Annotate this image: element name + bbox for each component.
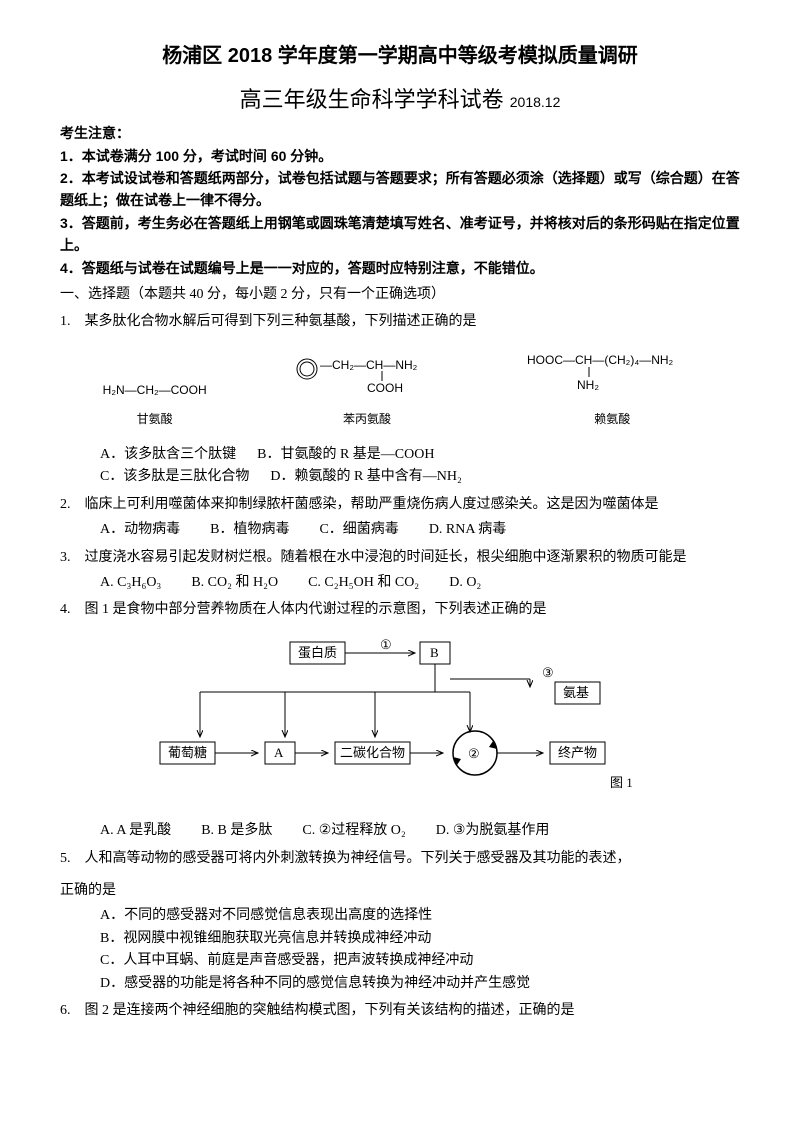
q3-opt-b: B. CO₂ 和 H₂O: [191, 572, 278, 594]
notice-item-1: 1．本试卷满分 100 分，考试时间 60 分钟。: [60, 145, 740, 167]
q2-options: A．动物病毒 B．植物病毒 C．细菌病毒 D. RNA 病毒: [60, 519, 740, 541]
svg-text:二碳化合物: 二碳化合物: [340, 745, 405, 760]
benzene-ring-icon: —CH₂—CH—NH₂ COOH: [292, 349, 442, 394]
notice-item-4: 4．答题纸与试卷在试题编号上是一一对应的，答题时应特别注意，不能错位。: [60, 257, 740, 279]
svg-text:—CH₂—CH—NH₂: —CH₂—CH—NH₂: [320, 358, 418, 372]
svg-text:①: ①: [380, 637, 392, 652]
q3-opt-d: D. O₂: [449, 572, 481, 594]
q1-opt-c: C．该多肽是三肽化合物: [100, 469, 249, 484]
subtitle-text: 高三年级生命科学学科试卷: [240, 87, 504, 112]
question-5: 5. 人和高等动物的感受器可将内外刺激转换为神经信号。下列关于感受器及其功能的表…: [60, 848, 740, 870]
question-4: 4. 图 1 是食物中部分营养物质在人体内代谢过程的示意图，下列表述正确的是: [60, 599, 740, 621]
q5-opt-c: C．人耳中耳蜗、前庭是声音感受器，把声波转换成神经冲动: [100, 950, 740, 972]
notice-heading: 考生注意：: [60, 122, 740, 144]
q3-opt-a: A. C₃H₆O₃: [100, 572, 161, 594]
svg-text:②: ②: [468, 746, 480, 761]
q4-opt-a: A. A 是乳酸: [100, 820, 171, 842]
q4-options: A. A 是乳酸 B. B 是多肽 C. ②过程释放 O₂ D. ③为脱氨基作用: [60, 820, 740, 842]
chem-lysine: HOOC—CH—(CH₂)₄—NH₂ NH₂ 赖氨酸: [527, 349, 697, 429]
svg-text:蛋白质: 蛋白质: [298, 645, 337, 660]
q4-opt-b: B. B 是多肽: [201, 820, 272, 842]
title-main: 杨浦区 2018 学年度第一学期高中等级考模拟质量调研: [60, 40, 740, 72]
q5-options: A．不同的感受器对不同感觉信息表现出高度的选择性 B．视网膜中视锥细胞获取光亮信…: [60, 905, 740, 995]
glycine-name: 甘氨酸: [103, 410, 207, 429]
q1-options: A．该多肽含三个肽键 B．甘氨酸的 R 基是—COOH C．该多肽是三肽化合物 …: [60, 444, 740, 489]
svg-text:③: ③: [542, 665, 554, 680]
q2-opt-c: C．细菌病毒: [319, 519, 398, 541]
question-5-cont: 正确的是: [60, 880, 740, 902]
q5-opt-d: D．感受器的功能是将各种不同的感觉信息转换为神经冲动并产生感觉: [100, 973, 740, 995]
glycine-formula: H₂N—CH₂—COOH: [103, 381, 207, 400]
svg-text:HOOC—CH—(CH₂)₄—NH₂: HOOC—CH—(CH₂)₄—NH₂: [527, 353, 674, 367]
q2-opt-a: A．动物病毒: [100, 519, 180, 541]
lysine-name: 赖氨酸: [527, 410, 697, 429]
title-sub: 高三年级生命科学学科试卷 2018.12: [60, 82, 740, 117]
chem-phenylalanine: —CH₂—CH—NH₂ COOH 苯丙氨酸: [292, 349, 442, 429]
chem-glycine: H₂N—CH₂—COOH 甘氨酸: [103, 381, 207, 429]
q1-opt-d: D．赖氨酸的 R 基中含有—NH₂: [270, 469, 462, 484]
exam-date: 2018.12: [510, 94, 561, 110]
q3-opt-c: C. C₂H₅OH 和 CO₂: [308, 572, 419, 594]
phenylalanine-formula: —CH₂—CH—NH₂ COOH: [292, 349, 442, 400]
q2-opt-d: D. RNA 病毒: [429, 519, 506, 541]
question-1: 1. 某多肽化合物水解后可得到下列三种氨基酸，下列描述正确的是: [60, 311, 740, 333]
svg-text:氨基: 氨基: [563, 685, 589, 700]
q3-options: A. C₃H₆O₃ B. CO₂ 和 H₂O C. C₂H₅OH 和 CO₂ D…: [60, 572, 740, 594]
q5-opt-b: B．视网膜中视锥细胞获取光亮信息并转换成神经冲动: [100, 928, 740, 950]
q5-opt-a: A．不同的感受器对不同感觉信息表现出高度的选择性: [100, 905, 740, 927]
q1-opt-a: A．该多肽含三个肽键: [100, 447, 236, 462]
q4-opt-d: D. ③为脱氨基作用: [436, 820, 550, 842]
metabolism-diagram: 蛋白质 ① B ③ 氨基 葡萄糖 A 二碳化合物: [60, 637, 740, 805]
notice-item-2: 2．本考试设试卷和答题纸两部分，试卷包括试题与答题要求；所有答题必须涂（选择题）…: [60, 167, 740, 212]
q4-opt-c: C. ②过程释放 O₂: [302, 820, 405, 842]
phenylalanine-name: 苯丙氨酸: [292, 410, 442, 429]
q1-opt-b: B．甘氨酸的 R 基是—COOH: [257, 447, 434, 462]
svg-text:A: A: [274, 745, 284, 760]
section-1-header: 一、选择题（本题共 40 分，每小题 2 分，只有一个正确选项）: [60, 284, 740, 306]
notice-item-3: 3．答题前，考生务必在答题纸上用钢笔或圆珠笔清楚填写姓名、准考证号，并将核对后的…: [60, 212, 740, 257]
svg-text:葡萄糖: 葡萄糖: [168, 745, 207, 760]
svg-text:COOH: COOH: [367, 381, 403, 394]
svg-text:NH₂: NH₂: [577, 378, 599, 392]
svg-text:B: B: [430, 645, 439, 660]
svg-text:终产物: 终产物: [558, 745, 597, 760]
question-3: 3. 过度浇水容易引起发财树烂根。随着根在水中浸泡的时间延长，根尖细胞中逐渐累积…: [60, 547, 740, 569]
q2-opt-b: B．植物病毒: [210, 519, 289, 541]
question-6: 6. 图 2 是连接两个神经细胞的突触结构模式图，下列有关该结构的描述，正确的是: [60, 1000, 740, 1022]
chem-structures: H₂N—CH₂—COOH 甘氨酸 —CH₂—CH—NH₂ COOH 苯丙氨酸 H…: [60, 349, 740, 429]
lysine-formula: HOOC—CH—(CH₂)₄—NH₂ NH₂: [527, 349, 697, 400]
svg-text:图 1: 图 1: [610, 775, 633, 790]
question-2: 2. 临床上可利用噬菌体来抑制绿脓杆菌感染，帮助严重烧伤病人度过感染关。这是因为…: [60, 494, 740, 516]
